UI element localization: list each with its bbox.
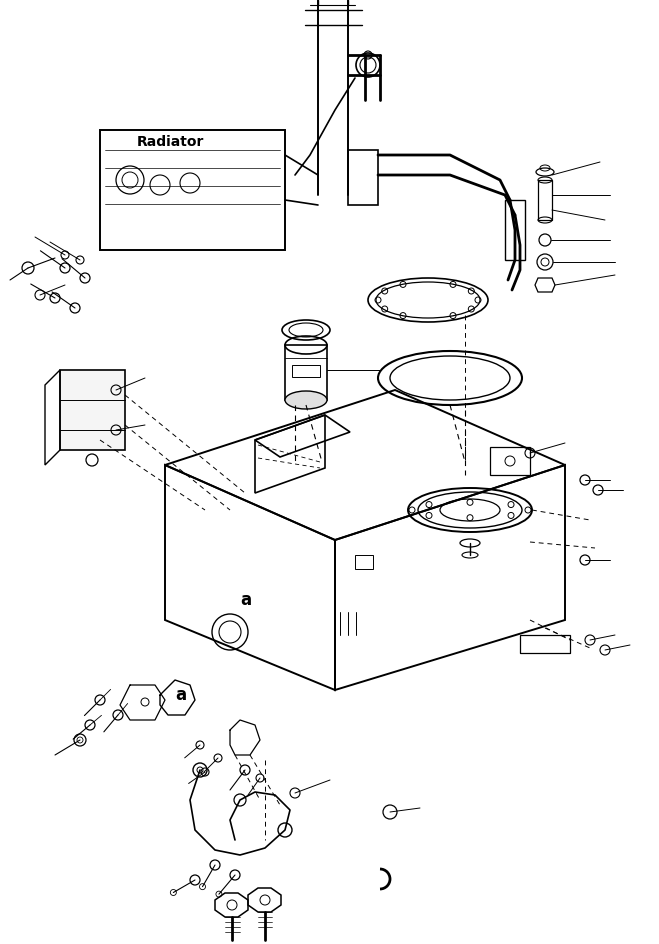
Bar — [490, 447, 530, 475]
Bar — [285, 345, 327, 400]
Bar — [292, 365, 320, 377]
Text: Radiator: Radiator — [137, 135, 204, 149]
Ellipse shape — [285, 391, 327, 409]
Bar — [348, 150, 378, 205]
Text: a: a — [240, 591, 251, 609]
Bar — [355, 555, 373, 569]
Text: a: a — [175, 686, 186, 704]
Polygon shape — [60, 370, 125, 450]
Bar — [505, 200, 525, 260]
Bar — [538, 180, 552, 220]
Bar — [100, 130, 285, 250]
Bar — [520, 635, 570, 653]
